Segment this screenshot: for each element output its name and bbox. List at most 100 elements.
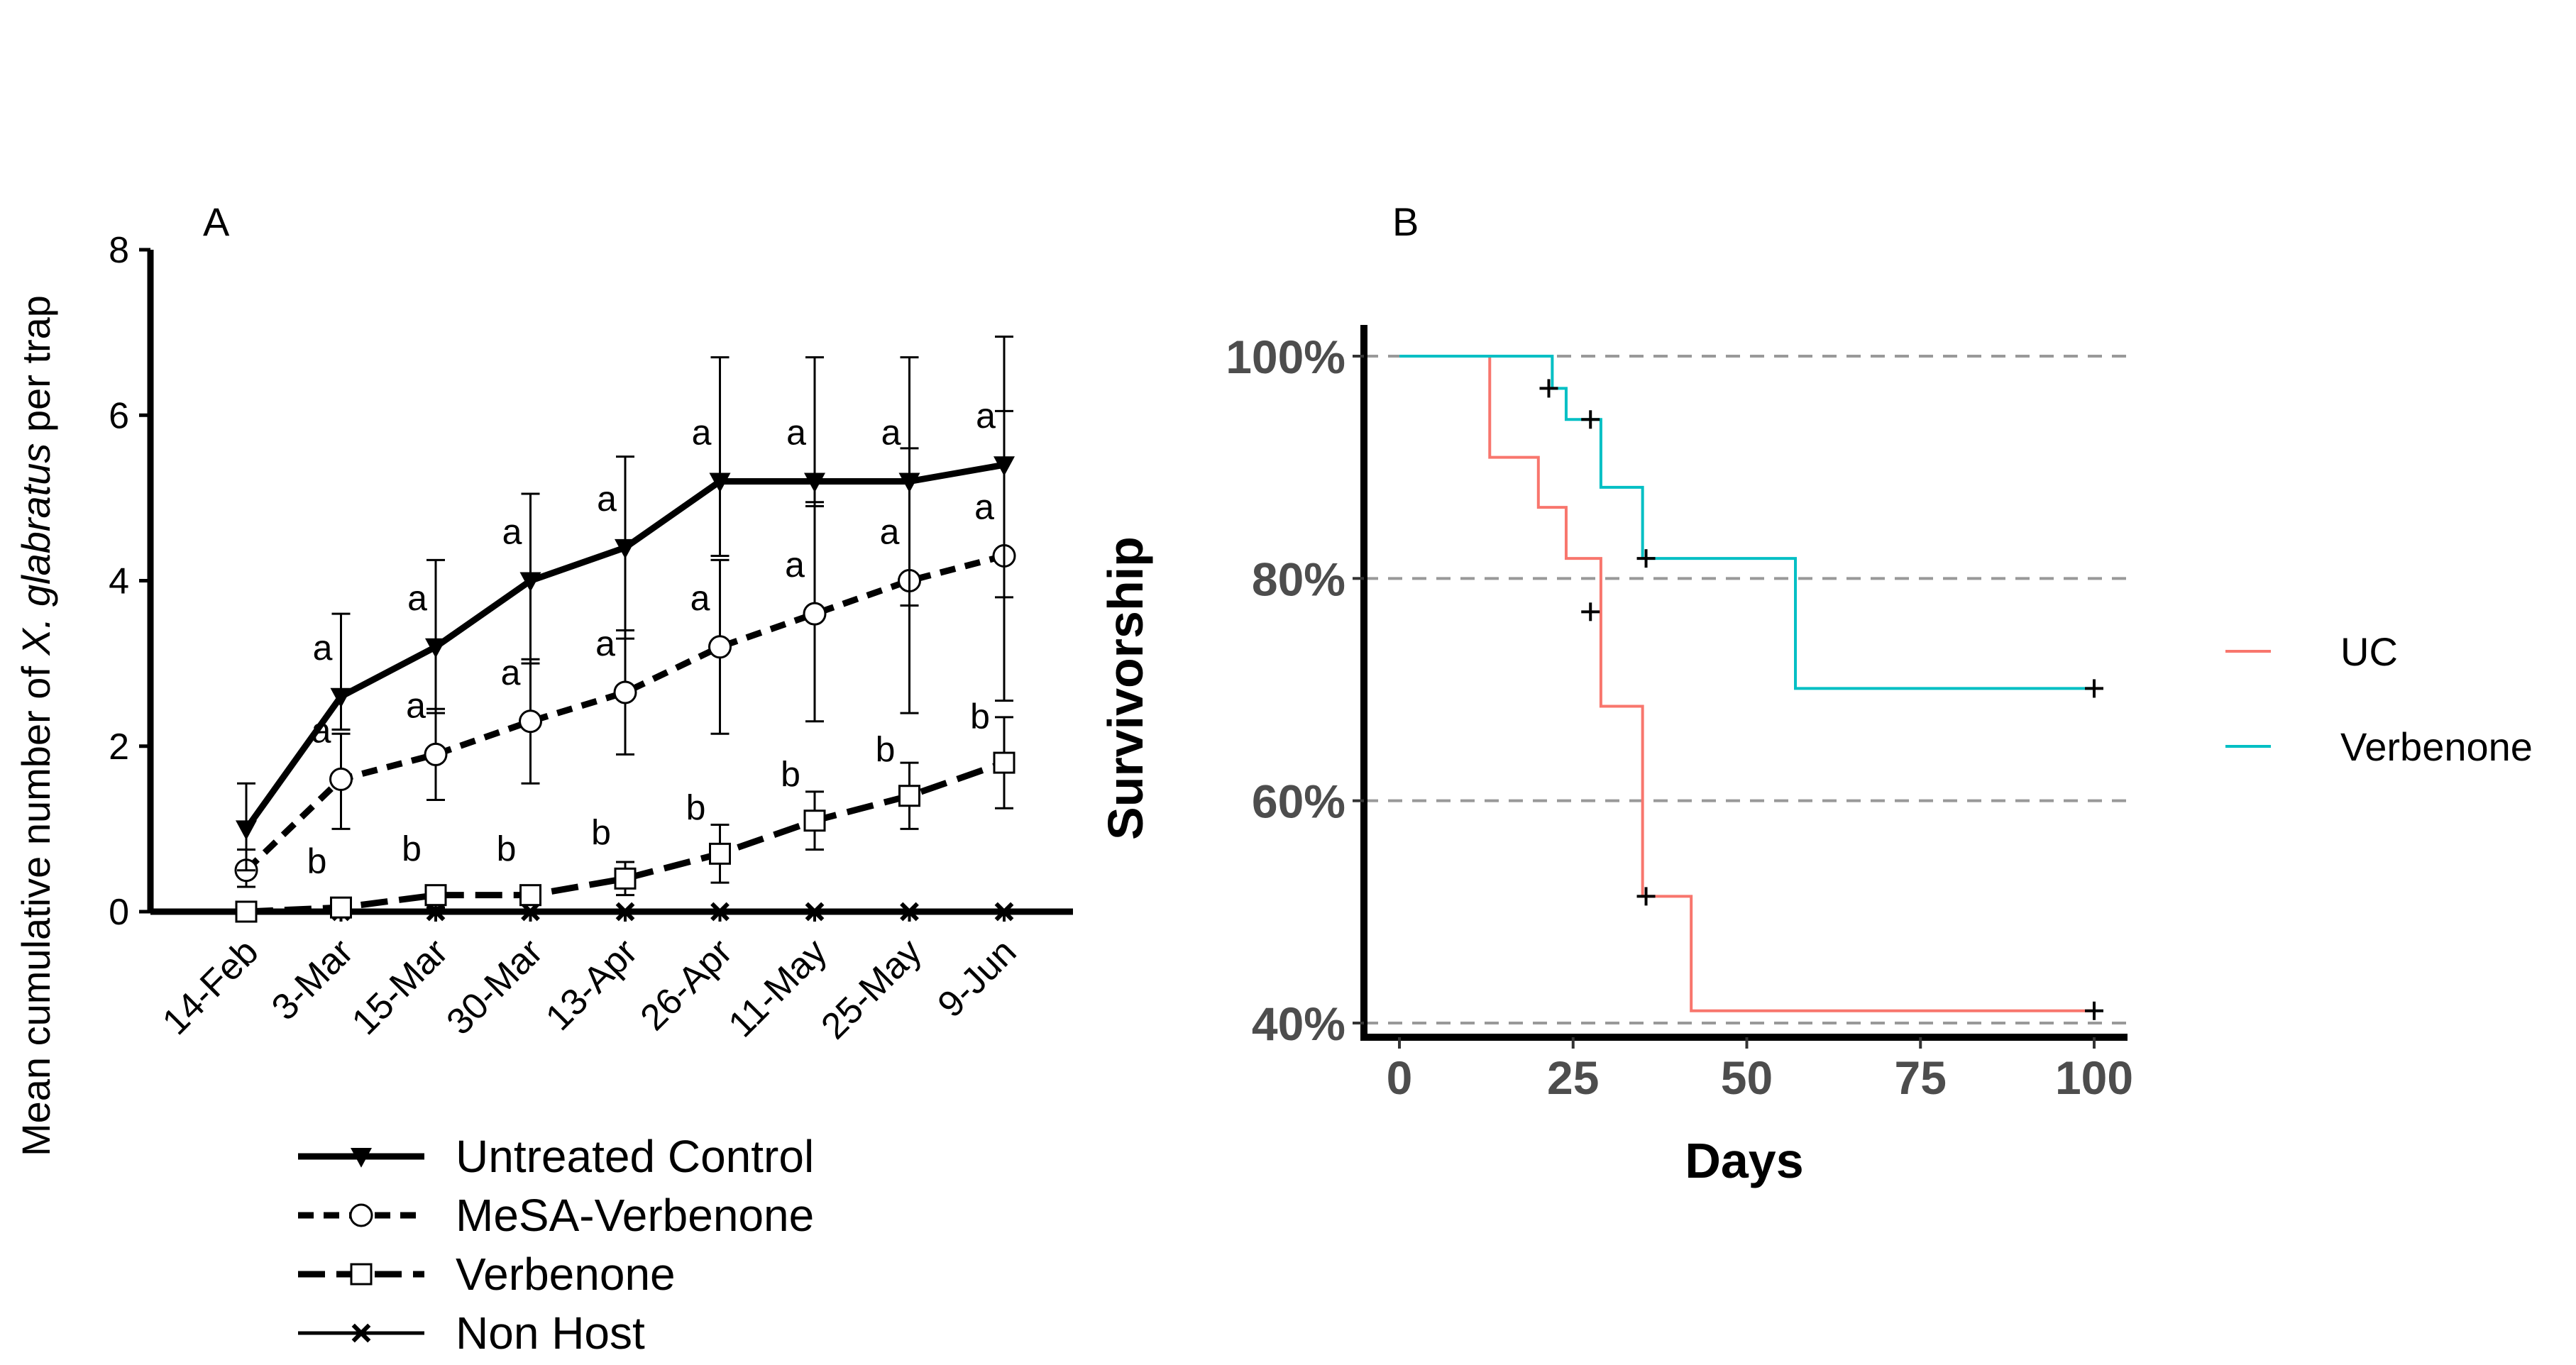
significance-letter: b <box>497 829 517 869</box>
panel-b-x-tick-label: 50 <box>1721 1051 1773 1104</box>
legend-label: Untreated Control <box>456 1131 814 1182</box>
km-step-line <box>1399 355 2094 690</box>
significance-letter: a <box>502 512 522 552</box>
marker-circle <box>613 680 637 704</box>
panel-b-x-tick-label: 25 <box>1547 1051 1599 1104</box>
significance-letter: a <box>976 396 996 436</box>
panel-a-x-tick-label: 9-Jun <box>930 931 1024 1025</box>
panel-b-y-axis-title: Survivorship <box>1098 536 1153 840</box>
series-line <box>246 759 1006 915</box>
panel-a-y-tick-label: 4 <box>109 561 129 602</box>
panel-a-axes: 0246814-Feb3-Mar15-Mar30-Mar13-Apr26-Apr… <box>109 230 1073 1047</box>
marker-triangle <box>898 472 920 493</box>
legend-label: Non Host <box>456 1308 645 1359</box>
marker-x-b <box>710 902 730 922</box>
significance-letter: a <box>785 545 805 585</box>
panel-a-x-tick-label: 14-Feb <box>155 931 267 1043</box>
marker-triangle <box>709 472 731 493</box>
significance-letter: a <box>880 512 900 552</box>
marker-triangle <box>351 1148 372 1168</box>
marker-triangle <box>615 538 636 559</box>
marker-square <box>614 867 637 890</box>
marker-triangle <box>236 820 257 841</box>
panel-a-y-axis-title: Mean cumulative number of X. glabratus p… <box>13 295 58 1156</box>
panel-a-x-tick-label: 26-Apr <box>633 931 740 1038</box>
km-step-line <box>1399 355 2094 1012</box>
km-curve-uc <box>1399 355 2103 1020</box>
significance-letter: a <box>786 413 806 453</box>
significance-letter: a <box>690 578 710 618</box>
marker-x-b <box>351 1323 371 1343</box>
panel-b-x-tick-label: 100 <box>2055 1051 2133 1104</box>
y-title-part-3: per trap <box>13 295 58 443</box>
panel-a-x-tick-label: 25-May <box>813 931 930 1047</box>
marker-square <box>330 896 352 919</box>
panel-b-x-tick-label: 75 <box>1895 1051 1947 1104</box>
panel-b: B Survivorship Days 40% 60% 80% 100% 0 25 50 75… <box>1098 199 2533 1188</box>
panel-a-y-tick-label: 8 <box>109 230 129 271</box>
y-title-part-2: X. glabratus <box>13 443 58 657</box>
marker-triangle <box>804 472 825 493</box>
marker-square <box>898 785 920 807</box>
series-verbenone <box>235 716 1015 923</box>
panel-b-x-axis-title: Days <box>1685 1133 1803 1188</box>
marker-square <box>519 884 541 907</box>
panel-a-x-tick-label: 30-Mar <box>439 931 550 1042</box>
panel-a-y-tick-label: 2 <box>109 726 129 768</box>
legend-label: MeSA-Verbenone <box>456 1190 814 1241</box>
panel-a-x-tick-label: 15-Mar <box>344 931 456 1042</box>
marker-x-b <box>615 902 635 922</box>
significance-letter: a <box>881 413 901 453</box>
legend-label: Verbenone <box>2340 724 2533 769</box>
marker-triangle <box>425 638 446 658</box>
marker-square <box>993 751 1015 774</box>
significance-letter: b <box>402 829 422 869</box>
marker-triangle <box>993 456 1015 476</box>
panel-b-series <box>1399 355 2103 1020</box>
significance-letter: b <box>970 697 990 736</box>
marker-square <box>350 1263 373 1286</box>
panel-a-x-tick-label: 13-Apr <box>538 931 645 1038</box>
panel-a-x-tick-label: 11-May <box>721 931 835 1045</box>
marker-triangle <box>330 687 352 708</box>
series-untreated-control <box>236 335 1015 872</box>
marker-x-b <box>426 902 446 922</box>
panel-a-series: a a a a a a a a a a a a a a a a b b b b b b b b <box>234 335 1016 923</box>
legend-label: Verbenone <box>456 1249 676 1300</box>
significance-letter: a <box>313 628 333 668</box>
panel-a-y-tick-label: 6 <box>109 395 129 436</box>
marker-circle <box>519 709 542 734</box>
marker-x-b <box>805 902 825 922</box>
panel-a: A Mean cumulative number of X. glabratus… <box>13 199 1073 1359</box>
significance-letter: a <box>595 624 615 663</box>
significance-letter: a <box>974 487 994 527</box>
marker-circle <box>329 767 353 791</box>
significance-letter: b <box>781 755 800 795</box>
panel-b-x-tick-label: 0 <box>1387 1051 1413 1104</box>
y-title-part-1: Mean cumulative number of <box>13 655 58 1156</box>
marker-circle <box>708 635 732 659</box>
marker-square <box>235 900 258 923</box>
panel-b-y-tick-label: 100% <box>1226 331 1345 383</box>
marker-x-b <box>994 902 1014 922</box>
panel-a-y-tick-label: 0 <box>109 892 129 933</box>
panel-b-y-tick-label: 80% <box>1252 553 1345 605</box>
marker-circle <box>424 742 448 766</box>
panel-b-axes: 40% 60% 80% 100% 0 25 50 75 100 <box>1226 325 2133 1104</box>
legend-label: UC <box>2340 629 2398 674</box>
panel-b-y-tick-label: 40% <box>1252 998 1345 1050</box>
panel-b-legend: UC Verbenone <box>2225 629 2533 769</box>
significance-letter: a <box>407 578 427 618</box>
marker-circle <box>803 602 827 626</box>
marker-triangle <box>519 572 541 592</box>
significance-letter: b <box>686 788 706 827</box>
panel-a-legend: Untreated Control MeSA-Verbenone Verbenone… <box>298 1131 814 1359</box>
panel-b-label: B <box>1392 199 1419 244</box>
significance-letter: a <box>406 685 426 725</box>
significance-letter: b <box>876 730 896 770</box>
marker-circle <box>349 1203 373 1227</box>
km-curve-verbenone <box>1399 355 2103 698</box>
significance-letter: a <box>312 710 331 750</box>
significance-letter: a <box>501 653 521 692</box>
